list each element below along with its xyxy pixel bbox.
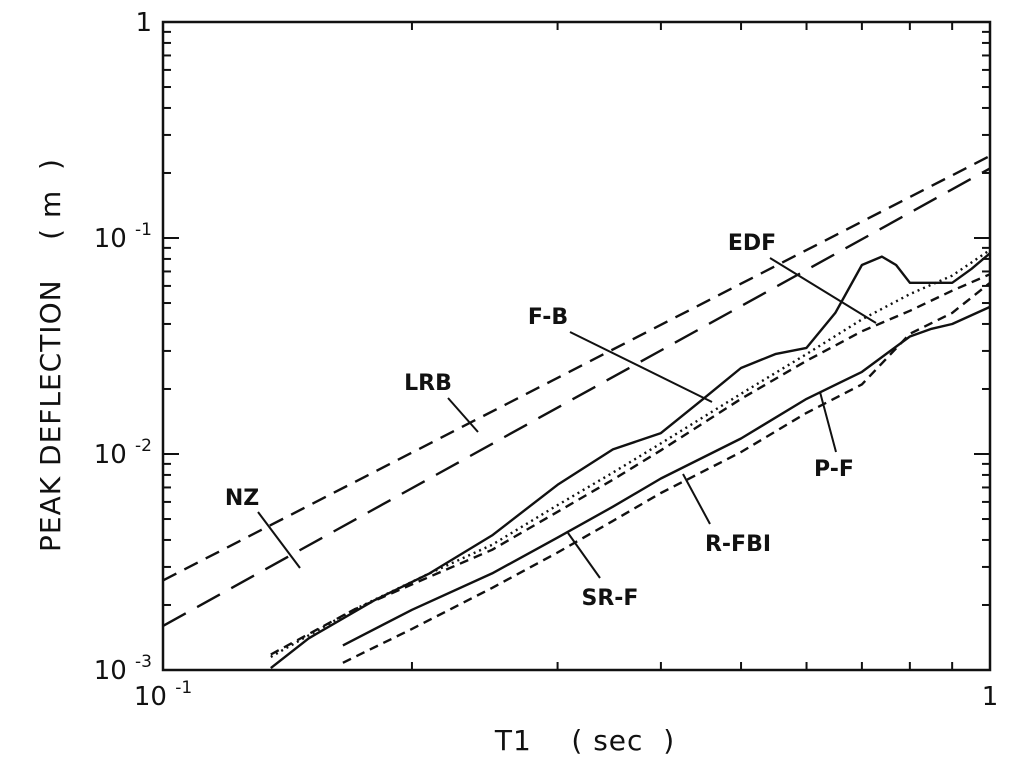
series-lines xyxy=(162,154,991,670)
series-line-sr-f xyxy=(342,281,991,664)
ticks xyxy=(162,22,990,671)
series-label-p-f: P-F xyxy=(814,457,854,482)
series-line-r-fbi xyxy=(342,305,991,647)
series-label-lrb: LRB xyxy=(404,371,452,396)
series-line-f-b xyxy=(270,252,991,670)
plot-area: NZ LRB F-B EDF P-F R-FBI SR-F xyxy=(161,20,992,672)
leader-r-fbi xyxy=(682,473,711,525)
leader-p-f xyxy=(819,391,837,453)
plot-frame xyxy=(161,20,992,672)
series-label-edf: EDF xyxy=(728,231,776,256)
leader-sr-f xyxy=(567,532,601,579)
y-tick-label: 10 -3 xyxy=(94,652,152,686)
series-labels: NZ LRB F-B EDF P-F R-FBI SR-F xyxy=(225,231,854,611)
series-label-f-b: F-B xyxy=(528,305,568,330)
leader-edf xyxy=(769,257,877,324)
series-line-nz xyxy=(162,154,991,582)
series-line-lrb xyxy=(162,167,991,627)
series-label-sr-f: SR-F xyxy=(582,586,639,611)
series-label-nz: NZ xyxy=(225,486,259,511)
series-label-r-fbi: R-FBI xyxy=(705,532,771,557)
leader-f-b xyxy=(569,331,713,403)
y-tick-label: 10 -2 xyxy=(94,436,152,470)
label-leaders xyxy=(257,257,877,579)
y-axis-title: PEAK DEFLECTION ( m ) xyxy=(34,158,67,552)
series-line-p-f xyxy=(270,273,991,656)
tick-labels: 10 -3 10 -2 10 -1 1 10 -1 1 xyxy=(94,8,999,712)
x-axis-title: T1 ( sec ) xyxy=(494,724,675,757)
x-tick-label: 10 -1 xyxy=(134,678,192,712)
y-tick-label: 1 xyxy=(135,8,152,38)
leader-lrb xyxy=(447,397,479,433)
series-line-edf xyxy=(270,249,991,658)
x-tick-label: 1 xyxy=(982,682,999,712)
y-tick-label: 10 -1 xyxy=(94,220,152,254)
leader-nz xyxy=(257,511,301,569)
